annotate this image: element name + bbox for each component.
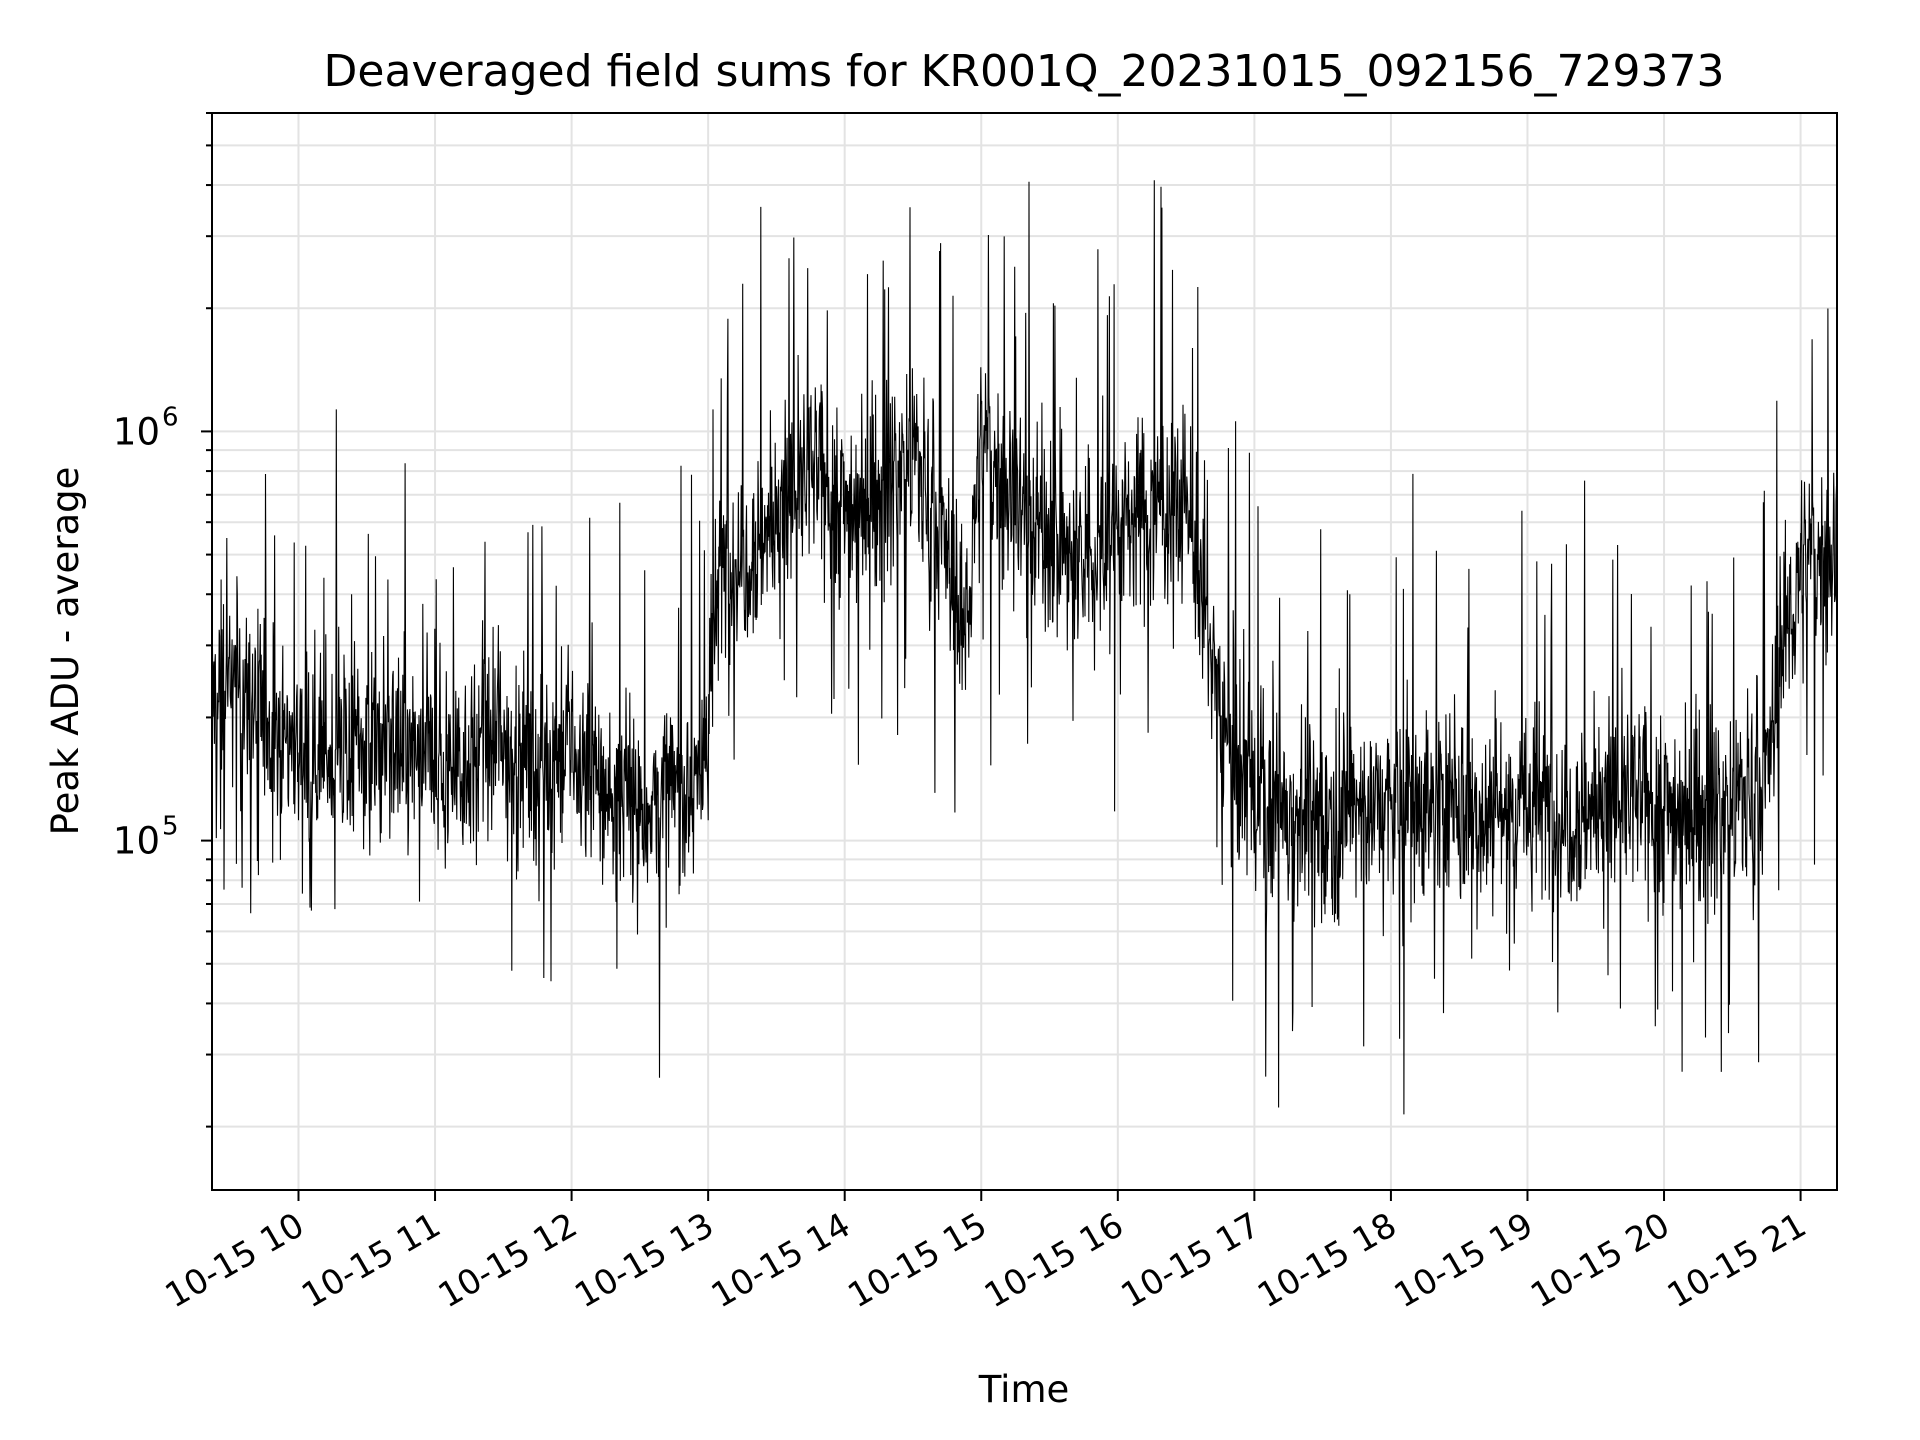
x-tick-label: 10-15 19: [1388, 1205, 1540, 1316]
y-axis-label: Peak ADU - average: [44, 467, 87, 836]
x-tick-label: 10-15 11: [295, 1205, 447, 1316]
y-tick-exponent: 5: [162, 812, 179, 842]
x-tick-label: 10-15 20: [1524, 1205, 1676, 1316]
x-tick-label: 10-15 14: [705, 1205, 857, 1316]
y-tick-label: 10: [113, 410, 160, 453]
y-tick-label: 10: [113, 820, 160, 863]
grid: [212, 112, 1837, 1190]
x-tick-label: 10-15 21: [1661, 1205, 1813, 1316]
plot-frame: [211, 112, 1838, 1191]
x-tick-label: 10-15 12: [432, 1205, 584, 1316]
x-tick-label: 10-15 16: [978, 1205, 1130, 1316]
chart-title: Deaveraged field sums for KR001Q_2023101…: [324, 46, 1725, 97]
x-axis-label: Time: [978, 1368, 1070, 1411]
x-tick-label: 10-15 17: [1114, 1205, 1266, 1316]
x-tick-label: 10-15 10: [159, 1205, 311, 1316]
x-tick-label: 10-15 13: [568, 1205, 720, 1316]
x-tick-label: 10-15 15: [841, 1205, 993, 1316]
y-tick-exponent: 6: [162, 402, 179, 432]
series-line: [211, 180, 1838, 1115]
x-tick-label: 10-15 18: [1251, 1205, 1403, 1316]
